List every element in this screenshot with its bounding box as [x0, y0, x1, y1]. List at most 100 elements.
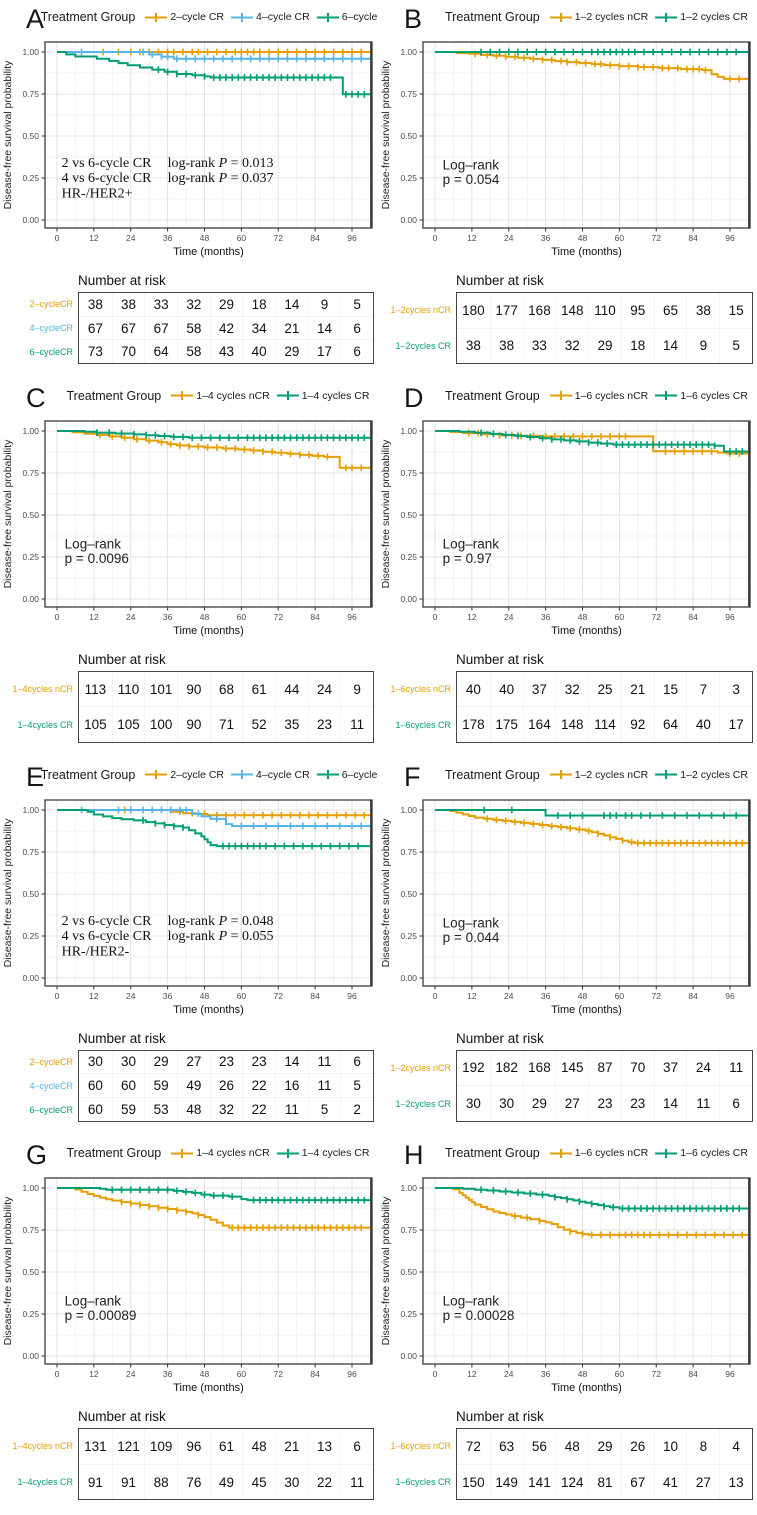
km-plot-D: 1.00 0.75 0.50 0.25 0.00 0 12 24 36 48 60 72 84 96 Tim… [380, 420, 751, 637]
logrank-label: Log–rank [65, 1294, 122, 1309]
risk-row-label: 6–cycleCR [29, 1104, 73, 1115]
x-tick-label: 24 [126, 991, 136, 1001]
risk-count: 76 [177, 1464, 210, 1500]
subtype-label: HR-/HER2- [62, 944, 130, 959]
x-tick-label: 84 [688, 991, 698, 1001]
x-tick-label: 24 [126, 1369, 136, 1379]
risk-count: 67 [144, 316, 177, 340]
legend-label: 1–4 cycles nCR [196, 389, 270, 402]
legend-key-plus-icon [171, 391, 194, 401]
y-tick-label: 0.00 [400, 1351, 417, 1361]
risk-count: 121 [111, 1429, 145, 1464]
x-tick-label: 48 [578, 1369, 588, 1379]
x-axis-title: Time (months) [551, 246, 622, 258]
panel-C: C Treatment Group 1–4 cycles nCR 1–4 cycles… [0, 379, 378, 758]
panel-F: F Treatment Group 1–2 cycles nCR 1–2 cycles… [378, 758, 757, 1137]
risk-count: 58 [177, 316, 210, 340]
panel-header: F Treatment Group 1–2 cycles nCR 1–2 cycles… [378, 762, 757, 794]
x-tick-label: 12 [467, 1369, 477, 1379]
x-tick-label: 72 [652, 1369, 662, 1379]
y-axis-title: Disease-free survival probability [2, 817, 14, 967]
legend-item: 1–2 cycles nCR [549, 769, 648, 781]
y-tick-label: 0.75 [22, 1225, 39, 1235]
risk-count: 32 [177, 293, 210, 316]
y-tick-label: 0.00 [400, 594, 417, 604]
risk-count: 18 [242, 293, 275, 316]
x-tick-label: 60 [237, 991, 247, 1001]
legend-item: 1–2 cycles CR [655, 769, 748, 781]
legend-title: Treatment Group [445, 10, 540, 24]
x-tick-label: 96 [725, 991, 735, 1001]
y-tick-label: 1.00 [22, 47, 39, 57]
risk-row-labels: 2–cycleCR 4–cycleCR 6–cycleCR [0, 1050, 78, 1122]
x-axis-title: Time (months) [173, 1382, 244, 1394]
y-tick-label: 0.50 [400, 131, 417, 141]
y-tick-label: 1.00 [400, 1183, 417, 1193]
legend-key-plus-icon [276, 391, 299, 401]
risk-count: 168 [522, 1050, 556, 1085]
x-tick-label: 36 [541, 612, 551, 622]
x-tick-label: 84 [688, 612, 698, 622]
risk-count: 13 [719, 1464, 752, 1500]
legend-item: 2–cycle CR [145, 11, 224, 23]
risk-count: 96 [177, 1429, 210, 1464]
risk-count: 49 [177, 1074, 210, 1097]
risk-row-labels: 1–2cycles nCR 1–2cycles CR [378, 1050, 456, 1122]
risk-count: 60 [87, 1101, 103, 1117]
risk-count: 11 [340, 1464, 373, 1500]
risk-count: 30 [87, 1054, 103, 1070]
legend-title: Treatment Group [445, 767, 540, 782]
risk-row-label: 1–2cycles nCR [390, 305, 451, 315]
logrank-label: Log–rank [443, 1294, 500, 1309]
risk-count: 44 [275, 671, 308, 707]
risk-row-labels: 1–4cycles nCR 1–4cycles CR [0, 671, 78, 743]
risk-table-title: Number at risk [456, 1030, 544, 1046]
legend-label: 6–cycle CR [341, 768, 378, 781]
risk-count: 88 [144, 1464, 177, 1500]
risk-count: 26 [209, 1074, 243, 1097]
risk-row-label: 4–cycleCR [29, 1080, 73, 1091]
legend-item: 1–6 cycles CR [655, 1147, 748, 1159]
y-tick-label: 0.25 [22, 1309, 39, 1319]
km-plot-C: 1.00 0.75 0.50 0.25 0.00 0 12 24 36 48 60 72 84 96 Tim… [2, 420, 373, 637]
survival-curve-green [435, 808, 748, 816]
risk-count: 15 [719, 293, 752, 328]
legend-label: 1–2 cycles CR [680, 11, 748, 23]
legend-key-plus-icon [316, 12, 339, 22]
risk-count: 101 [144, 671, 177, 707]
risk-count: 41 [653, 1464, 687, 1500]
risk-count: 90 [177, 671, 210, 707]
risk-count: 9 [686, 328, 719, 363]
risk-count: 10 [653, 1429, 687, 1464]
legend: Treatment Group 1–2 cycles nCR 1–2 cycles … [438, 768, 755, 782]
legend-label: 2–cycle CR [170, 768, 225, 781]
risk-count: 73 [87, 344, 103, 360]
panel-letter: B [404, 4, 423, 34]
x-tick-label: 24 [504, 612, 514, 622]
risk-row: 91 91 88 76 49 45 30 22 11 [79, 1463, 373, 1500]
survival-curve-orange [435, 1187, 748, 1237]
risk-count: 37 [653, 1050, 687, 1085]
legend-title: Treatment Group [66, 388, 162, 403]
risk-count: 22 [242, 1097, 275, 1121]
risk-row-label: 1–4cycles nCR [12, 1441, 73, 1452]
legend: Treatment Group 1–4 cycles nCR 1–4 cycles … [60, 1146, 376, 1160]
risk-count: 48 [177, 1097, 210, 1121]
risk-table: 1–4cycles nCR 1–4cycles CR 113 110 101 90 68 61… [0, 670, 374, 743]
risk-count: 14 [653, 328, 687, 363]
legend-label: 4–cycle CR [256, 768, 310, 781]
panel-letter: G [26, 1140, 48, 1171]
risk-row-label: 1–2cycles nCR [390, 1062, 451, 1073]
legend-item: 1–6 cycles nCR [549, 390, 648, 402]
panel-header: H Treatment Group 1–6 cycles nCR 1–6 cycles… [378, 1140, 757, 1172]
survival-curve-blue [57, 808, 370, 827]
risk-row-label: 2–cycleCR [29, 1056, 73, 1067]
survival-curve-orange [57, 1187, 370, 1229]
risk-count: 32 [555, 328, 588, 363]
risk-count: 67 [87, 320, 103, 336]
legend-label: 1–4 cycles nCR [196, 1147, 270, 1160]
y-axis-title: Disease-free survival probability [2, 1196, 14, 1346]
y-tick-label: 1.00 [400, 805, 417, 815]
legend-key-plus-icon [655, 391, 678, 401]
risk-count: 131 [84, 1439, 107, 1454]
